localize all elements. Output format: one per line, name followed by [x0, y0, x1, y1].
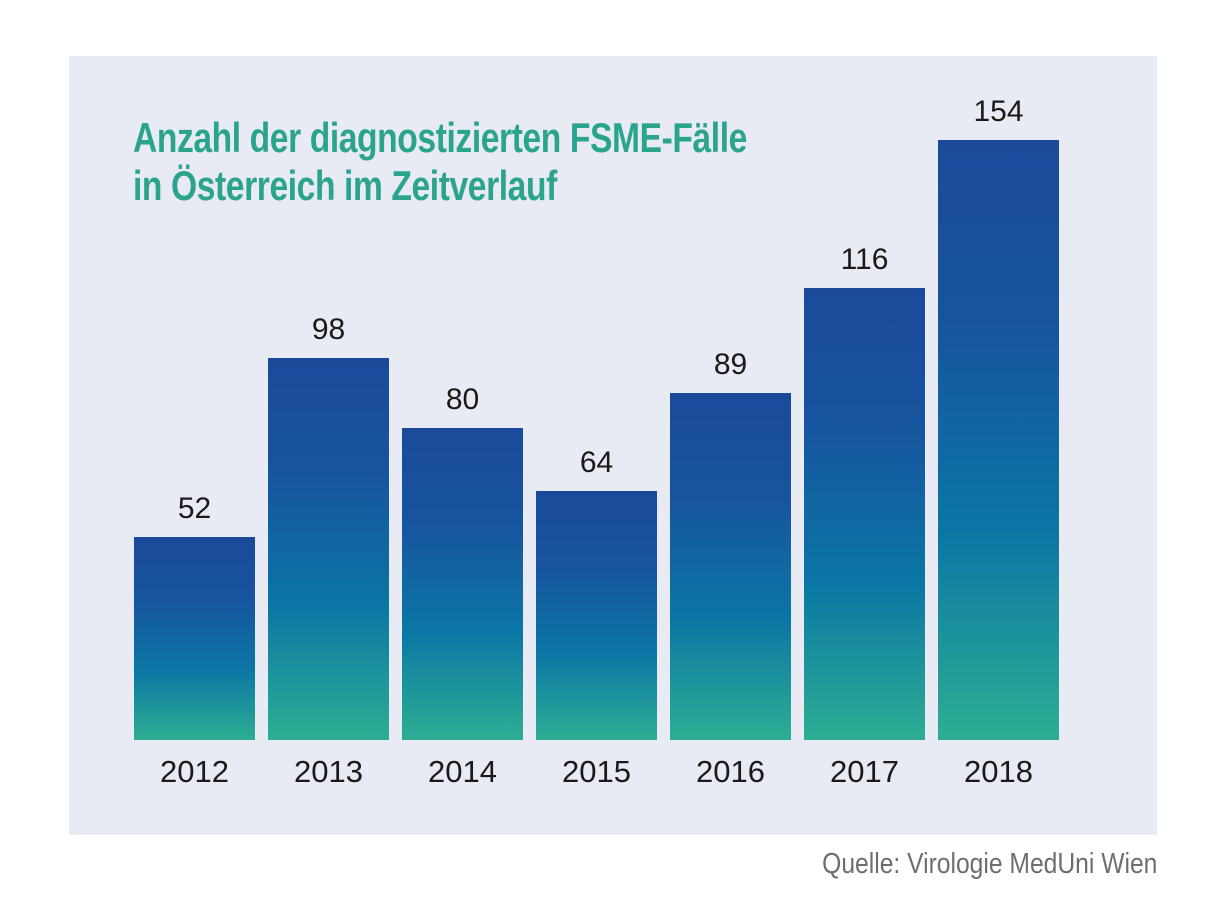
bar-column: 64 2015 — [536, 446, 657, 789]
bar-value-label: 80 — [445, 383, 480, 416]
x-axis-label: 2016 — [696, 754, 765, 789]
bar-column: 116 2017 — [804, 243, 925, 789]
bar-column: 89 2016 — [670, 348, 791, 789]
x-axis-label: 2012 — [160, 754, 229, 789]
bar-value-label: 154 — [973, 95, 1024, 128]
bar — [536, 491, 657, 740]
bar-value-label: 89 — [713, 348, 748, 381]
bar-value-label: 116 — [840, 243, 889, 276]
bar-value-label: 98 — [311, 313, 346, 346]
chart-panel: Anzahl der diagnostizierten FSME-Fälle i… — [69, 56, 1157, 835]
source-caption: Quelle: Virologie MedUni Wien — [821, 848, 1157, 880]
x-axis-label: 2017 — [830, 754, 899, 789]
bar — [804, 288, 925, 740]
chart-title-line-2: in Österreich im Zeitverlauf — [133, 162, 557, 209]
bar-column: 98 2013 — [268, 313, 389, 789]
x-axis-label: 2014 — [428, 754, 497, 789]
bar — [938, 140, 1059, 740]
chart-title: Anzahl der diagnostizierten FSME-Fälle i… — [133, 114, 747, 210]
bar-column: 80 2014 — [402, 383, 523, 789]
x-axis-label: 2018 — [964, 754, 1033, 789]
bar — [670, 393, 791, 740]
plot-area: 52 2012 98 2013 80 2014 64 2015 89 2016 116 2017 154… — [134, 95, 1059, 789]
bar — [134, 537, 255, 740]
bar-column: 154 2018 — [938, 95, 1059, 789]
chart-title-line-1: Anzahl der diagnostizierten FSME-Fälle — [133, 114, 747, 161]
bar-value-label: 52 — [177, 492, 212, 525]
bar — [268, 358, 389, 740]
x-axis-label: 2013 — [294, 754, 363, 789]
bar-value-label: 64 — [579, 446, 614, 479]
bar — [402, 428, 523, 740]
bar-column: 52 2012 — [134, 492, 255, 789]
x-axis-label: 2015 — [562, 754, 631, 789]
